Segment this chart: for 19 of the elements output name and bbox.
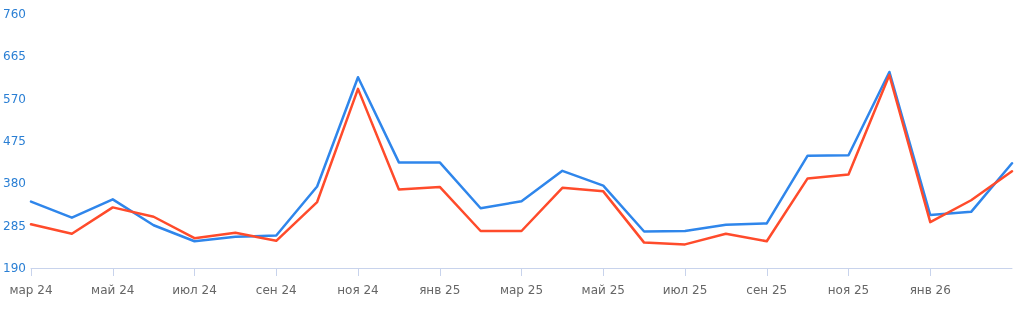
x-tick-label: июл 24	[172, 283, 217, 297]
y-tick-label: 380	[3, 176, 26, 191]
y-tick-label: 570	[3, 91, 26, 106]
x-tick-label: сен 24	[255, 283, 297, 297]
x-tick-label: ноя 25	[827, 283, 870, 297]
y-tick-label: 665	[3, 49, 26, 64]
y-tick-label: 475	[3, 134, 26, 148]
x-tick-label: янв 25	[419, 283, 461, 297]
y-tick-label: 760	[3, 7, 26, 21]
x-tick-label: май 25	[581, 283, 625, 297]
x-tick-label: май 24	[91, 283, 135, 297]
x-tick-label: янв 26	[909, 283, 951, 297]
x-tick-label: ноя 24	[337, 283, 379, 297]
x-tick-label: мар 24	[9, 283, 53, 297]
x-tick-label: сен 25	[746, 283, 788, 297]
y-tick-label: 190	[3, 261, 26, 275]
x-tick-label: мар 25	[499, 283, 544, 297]
x-tick-label: июл 25	[662, 283, 708, 297]
y-tick-label: 285	[3, 218, 26, 233]
